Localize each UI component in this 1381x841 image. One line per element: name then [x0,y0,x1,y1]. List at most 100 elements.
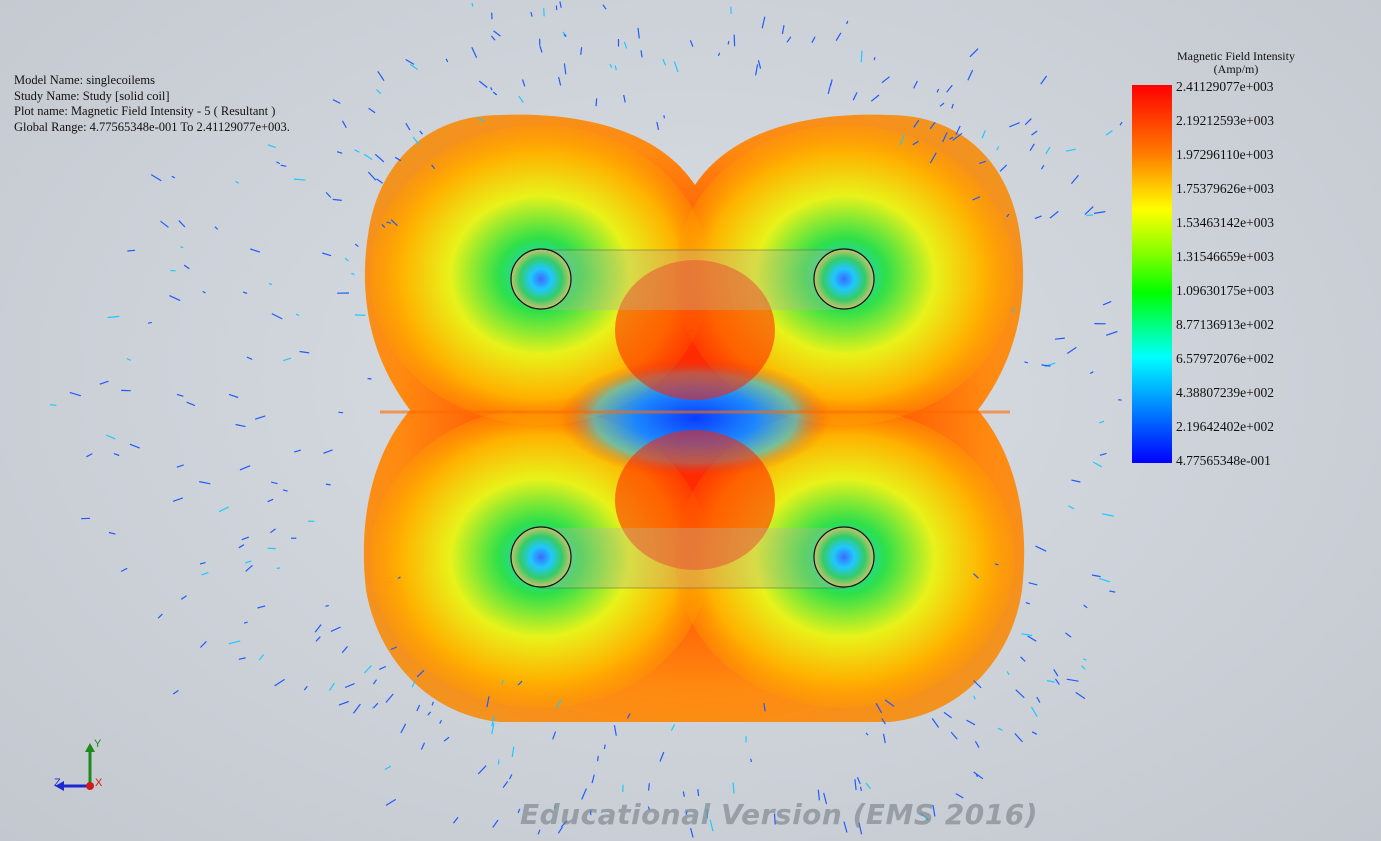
field-vector-arrow [560,820,568,828]
field-vector-arrow [107,315,120,319]
field-vector-arrow [199,561,206,565]
field-vector-arrow [411,681,416,688]
field-vector-arrow [932,804,936,817]
field-vector-arrow [1054,337,1065,340]
field-vector-arrow [377,70,385,82]
field-vector-arrow [697,789,700,796]
field-vector-arrow [276,161,281,165]
field-vector-arrow [299,350,310,354]
field-vector-arrow [518,95,524,103]
field-vector-arrow [400,723,407,734]
field-vector-arrow [508,774,513,780]
field-vector-arrow [390,219,398,227]
field-vector-arrow [341,646,349,654]
field-vector-arrow [322,252,332,257]
field-vector-arrow [1068,505,1075,510]
field-vector-arrow [336,151,343,154]
field-vector-arrow [186,401,196,407]
field-vector-arrow [656,121,660,131]
field-vector-arrow [1027,635,1037,642]
field-vector-arrow [974,740,980,748]
field-vector-arrow [972,573,979,579]
field-vector-arrow [126,357,131,361]
field-vector-arrow [443,736,450,742]
field-vector-arrow [491,715,495,727]
field-vector-arrow [936,88,940,93]
field-vector-arrow [530,11,533,17]
field-vector-arrow [811,36,816,43]
field-vector-arrow [341,120,347,128]
field-vector-arrow [99,380,109,385]
field-vector-arrow [942,132,948,143]
field-vector-arrow [557,826,563,834]
field-vector-arrow [1102,300,1112,306]
coil-geometry [510,248,875,589]
field-vector-arrow [405,58,415,65]
legend-tick-label: 6.57972076e+002 [1176,351,1274,366]
field-vector-arrow [613,725,617,736]
field-vector-arrow [199,640,207,648]
field-vector-arrow [439,719,443,724]
coil-section-top-left[interactable] [510,248,572,310]
field-vector-arrow [416,704,421,712]
field-vector-arrow [750,758,753,763]
field-vector-arrow [558,76,562,86]
field-vector-arrow [913,119,920,128]
field-vector-arrow [150,174,162,182]
field-vector-arrow [267,498,274,503]
field-vector-arrow [405,122,411,131]
field-vector-arrow [1119,121,1123,126]
field-cloud [363,114,1025,722]
field-vector-arrow [127,249,136,252]
field-vector-arrow [685,810,688,815]
field-vector-arrow [368,107,376,114]
field-vector-arrow [597,755,599,762]
field-vector-arrow [1071,479,1081,483]
legend-tick-label: 1.09630175e+003 [1176,283,1274,298]
field-vector-arrow [314,624,322,633]
orientation-triad[interactable]: Y Z X [50,735,110,805]
triad-axes-icon [55,743,95,791]
field-vector-arrow [492,91,498,96]
field-vector-arrow [1070,174,1079,184]
field-vector-arrow [539,45,543,53]
field-vector-arrow [966,719,976,726]
field-vector-arrow [325,483,331,486]
field-vector-arrow [846,20,849,25]
field-vector-arrow [1092,461,1103,468]
field-vector-arrow [245,564,253,572]
field-vector-arrow [552,731,557,740]
field-vector-arrow [420,742,426,750]
global-range: Global Range: 4.77565348e-001 To 2.41129… [14,119,290,134]
coil-section-bottom-right[interactable] [813,526,875,588]
field-vector-arrow [973,771,984,780]
field-vector-arrow [1099,577,1110,583]
legend-title-unit: (Amp/m) [1213,62,1259,76]
field-vector-arrow [282,489,288,492]
field-vector-arrow [258,654,265,661]
field-vector-arrow [511,746,515,758]
field-vector-arrow [913,80,918,89]
field-vector-arrow [250,248,261,253]
field-vector-arrow [626,713,631,719]
coil-section-bottom-left[interactable] [510,526,572,588]
legend-tick-label: 1.53463142e+003 [1176,215,1274,230]
field-vector-arrow [1099,420,1105,424]
field-vector-arrow [351,272,355,276]
field-vector-arrow [929,121,936,130]
field-vector-arrow [427,711,432,716]
coil-section-top-right[interactable] [813,248,875,310]
field-vector-arrow [830,79,833,86]
field-vector-arrow [69,391,82,397]
field-vector-arrow [373,702,379,709]
field-vector-arrow [955,125,961,135]
field-vector-arrow [199,481,211,485]
field-vector-arrow [929,152,937,164]
triad-z-label: Z [54,777,61,789]
color-legend[interactable]: Magnetic Field Intensity (Amp/m) 2.41129… [1132,48,1352,478]
field-vector-arrow [1093,211,1106,214]
field-vector-arrow [354,149,360,153]
field-vector-arrow [973,680,982,689]
field-vector-arrow [997,727,1003,731]
